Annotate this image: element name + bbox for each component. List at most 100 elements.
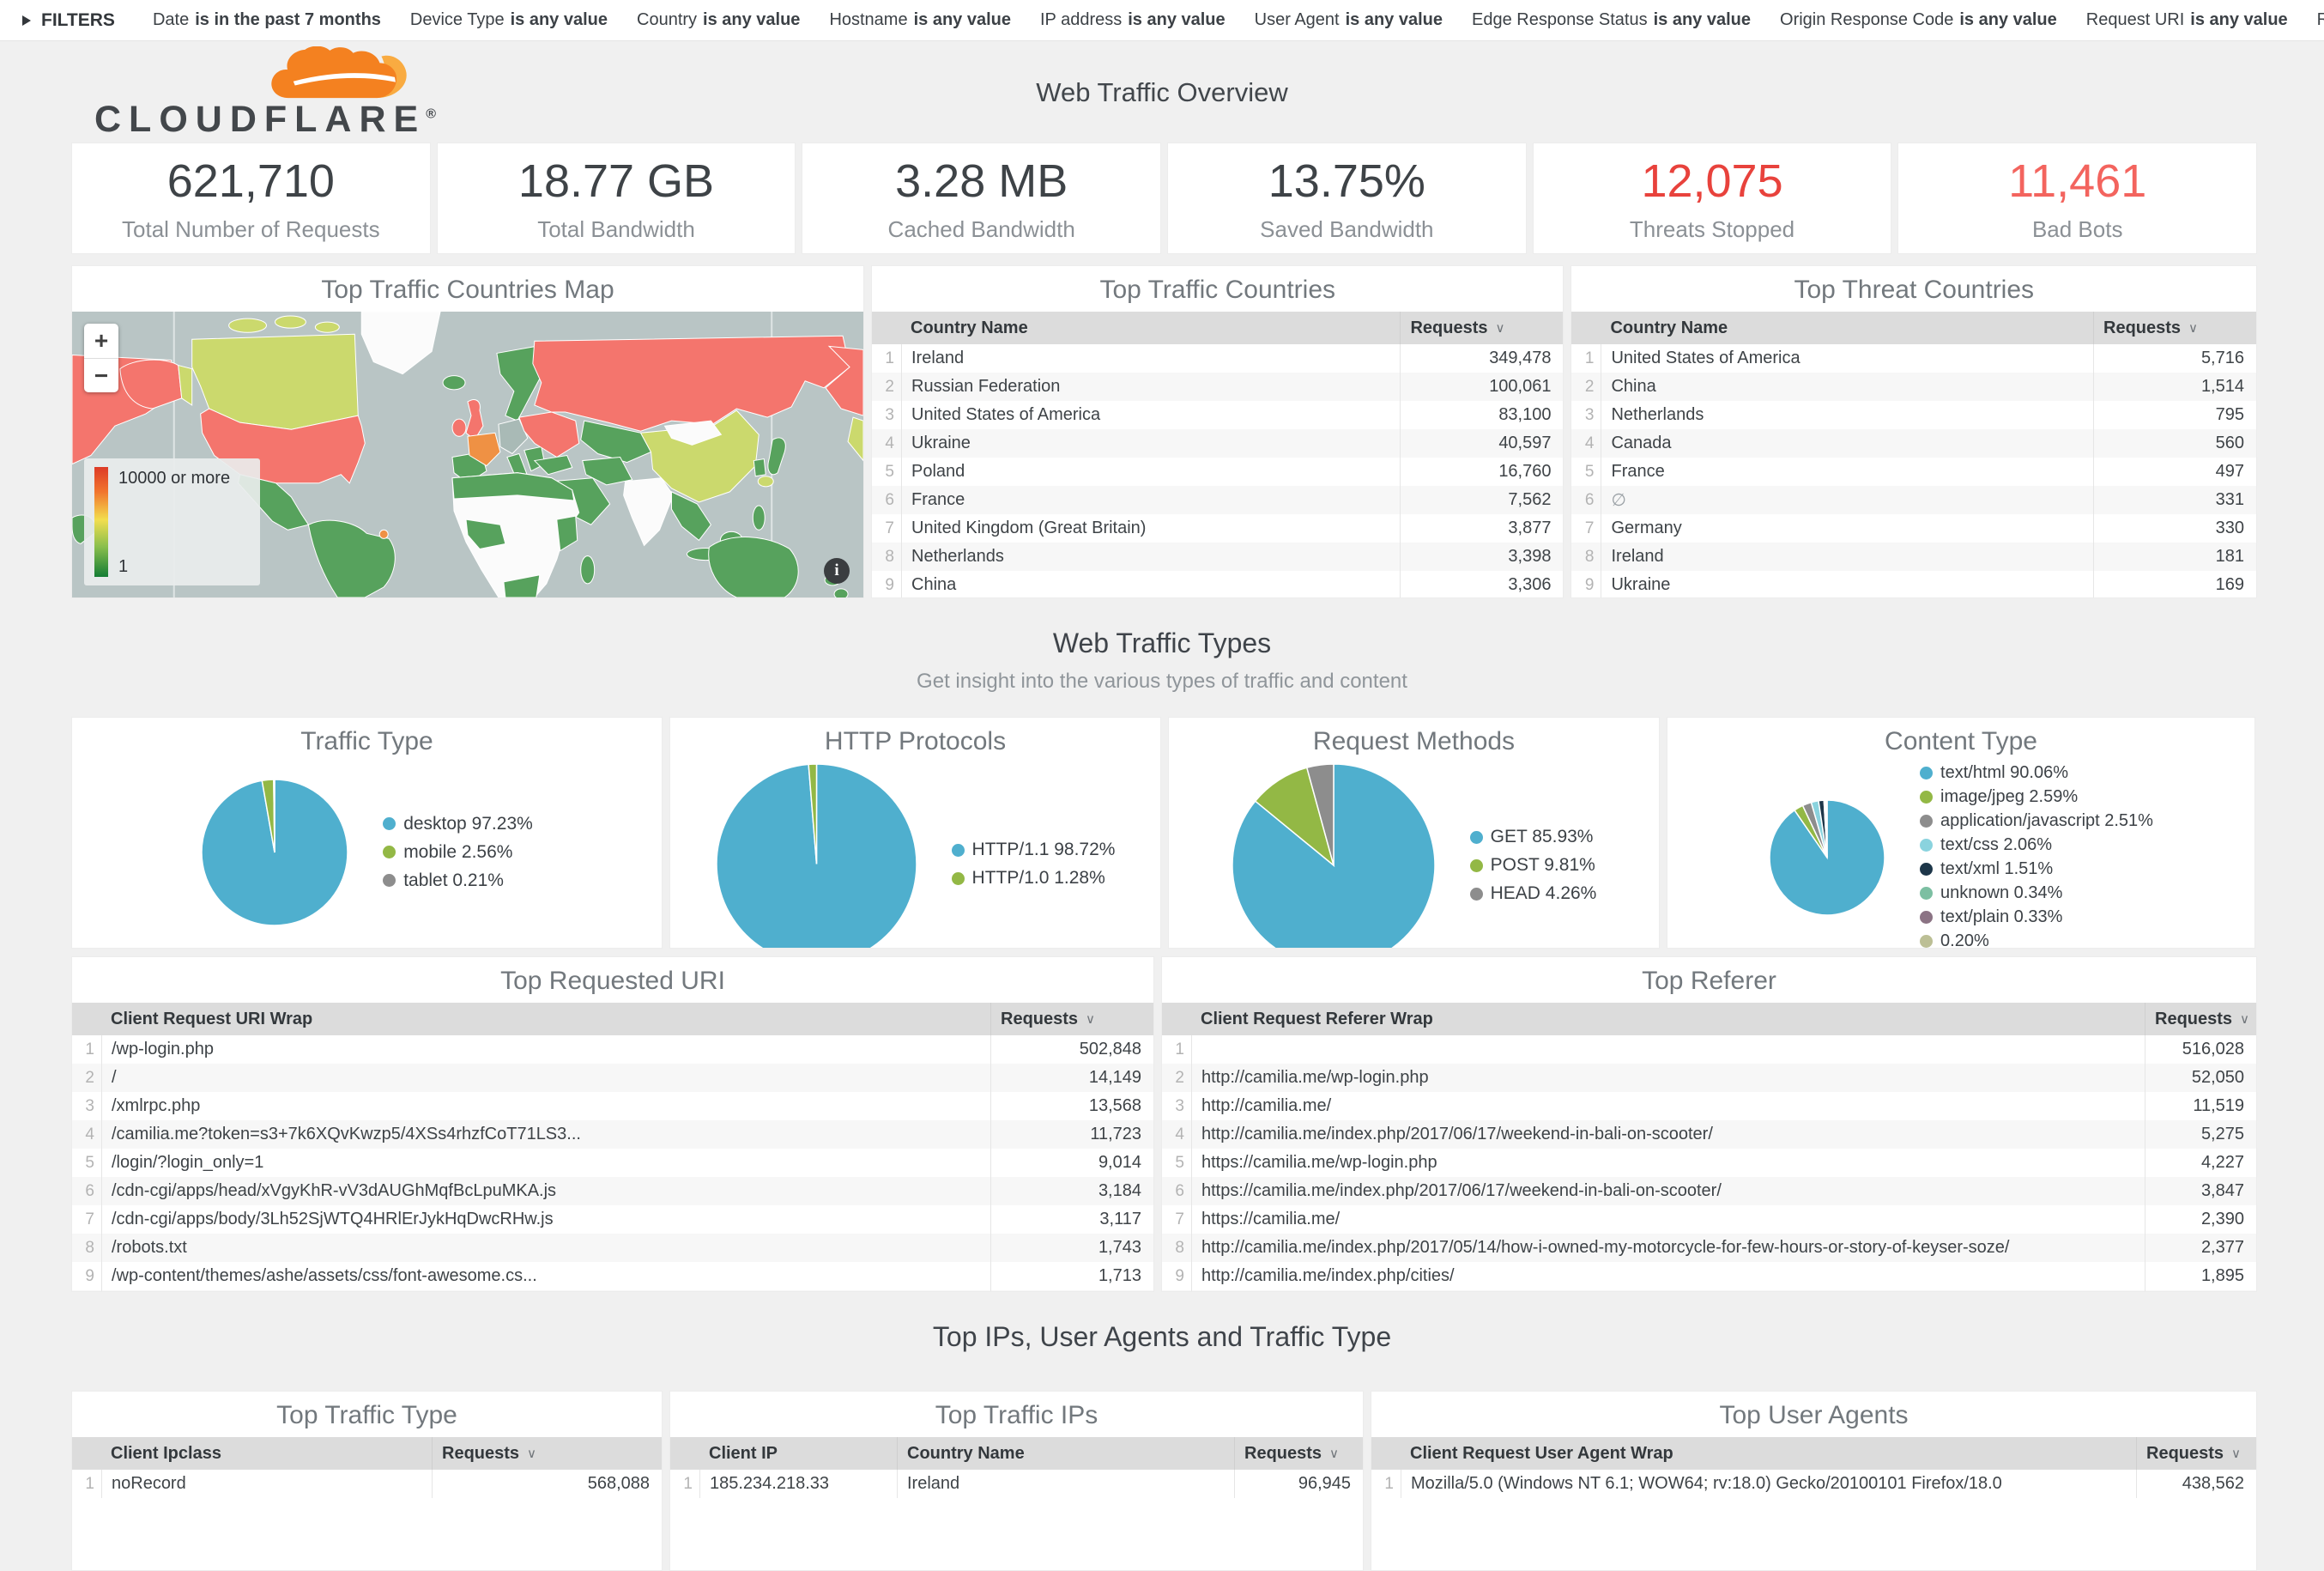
table-row[interactable]: 9 Ukraine 169 (1571, 571, 2256, 597)
table-row[interactable]: 2 Russian Federation 100,061 (872, 373, 1564, 401)
filter-field-label: Country (637, 10, 698, 29)
table-row[interactable]: 3 United States of America 83,100 (872, 401, 1563, 429)
filter-item[interactable]: Hostname is any value (829, 10, 1011, 30)
table-row[interactable]: 8/robots.txt 1,743 (72, 1234, 1153, 1262)
filter-item[interactable]: RayIDis any value (2317, 10, 2324, 30)
table-row[interactable]: 8 Ireland 181 (1571, 543, 2256, 571)
table-row[interactable]: 1 516,028 (1162, 1035, 2256, 1064)
column-header-requests[interactable]: Requests ∨ (2145, 1003, 2256, 1035)
table-row[interactable]: 6 ∅ 331 (1571, 486, 2256, 514)
map-zoom-in-button[interactable]: + (94, 327, 109, 354)
table-row[interactable]: 10http://camilia.me/index.php/about/1,47… (1162, 1290, 2256, 1291)
filter-item[interactable]: IP address is any value (1040, 10, 1226, 30)
table-row[interactable]: 6 France 7,562 (872, 486, 1564, 514)
table-row[interactable]: 1 United States of America 5,716 (1571, 344, 2256, 373)
row-rank: 7 (85, 1210, 94, 1228)
legend-swatch (951, 871, 965, 885)
filter-item[interactable]: Edge Response Status is any value (1472, 10, 1751, 30)
filter-item[interactable]: Request URI is any value (2086, 10, 2288, 30)
cell: China (1601, 373, 2093, 401)
filter-item[interactable]: Origin Response Code is any value (1780, 10, 2057, 30)
table-row[interactable]: 7 https://camilia.me/2,390 (1162, 1205, 2256, 1234)
table-row[interactable]: 4 Canada 560 (1571, 429, 2256, 458)
filters-toggle[interactable]: FILTERS (22, 10, 115, 31)
filter-item[interactable]: Device Type is any value (410, 10, 608, 30)
filter-item[interactable]: Country is any value (637, 10, 800, 30)
table-row[interactable]: 5 https://camilia.me/wp-login.php 4,227 (1162, 1149, 2256, 1177)
column-header-requests[interactable]: Requests ∨ (1400, 312, 1563, 344)
cell: 1,743 (990, 1234, 1153, 1262)
table-row[interactable]: 10/wp-content/themes/ashe/style.css?ver=… (72, 1290, 1153, 1291)
table-row[interactable]: 7 United Kingdom (Great Britain) 3,877 (872, 514, 1563, 543)
table-row[interactable]: 4 Ukraine 40,597 (872, 429, 1564, 458)
legend-item[interactable]: text/plain 0.33% (1920, 907, 2153, 927)
table-row[interactable]: 3 http://camilia.me/11,519 (1162, 1092, 2256, 1120)
column-header-requests[interactable]: Requests ∨ (2136, 1437, 2256, 1470)
legend-item[interactable]: HEAD 4.26% (1469, 883, 1596, 904)
uri-tables-row: Top Requested URI Client Request URI Wrap… (71, 956, 2257, 1292)
table-row[interactable]: 1 noRecord 568,088 (72, 1470, 662, 1498)
cell: 11,723 (990, 1120, 1153, 1149)
kpi-label: Total Bandwidth (537, 215, 695, 242)
legend-item[interactable]: GET 85.93% (1469, 827, 1597, 847)
table-row[interactable]: 7 Germany 330 (1571, 514, 2256, 543)
legend-item[interactable]: HTTP/1.0 1.28% (951, 868, 1116, 889)
legend-item[interactable]: image/jpeg 2.59% (1920, 787, 2153, 807)
table-row[interactable]: 9/wp-content/themes/ashe/assets/css/font… (72, 1262, 1153, 1290)
request-methods-pie-chart[interactable] (1231, 763, 1436, 949)
table-row[interactable]: 9 http://camilia.me/index.php/cities/1,89… (1162, 1262, 2256, 1290)
table-row[interactable]: 6 https://camilia.me/index.php/2017/06/17… (1162, 1177, 2256, 1205)
map-info-icon[interactable]: i (824, 558, 850, 584)
table-row[interactable]: 2 China 1,514 (1571, 373, 2256, 401)
table-row[interactable]: 4 http://camilia.me/index.php/2017/06/17/… (1162, 1120, 2256, 1149)
legend-item[interactable]: 0.20% (1920, 931, 2153, 948)
table-row[interactable]: 9 China 3,306 (872, 571, 1563, 597)
legend-label: image/jpeg 2.59% (1940, 787, 2079, 806)
column-header-requests[interactable]: Requests ∨ (432, 1437, 662, 1470)
filter-condition-label: is any value (1345, 10, 1443, 29)
table-row[interactable]: 5 France 497 (1571, 458, 2256, 486)
map-zoom-out-button[interactable]: − (84, 358, 118, 392)
legend-item[interactable]: text/css 2.06% (1920, 835, 2153, 855)
table-row[interactable]: 6/cdn-cgi/apps/head/xVgyKhR-vV3dAUGhMqfB… (72, 1177, 1153, 1205)
table-header-row: Client IP Country Name Requests ∨ (670, 1437, 1363, 1470)
row-rank: 1 (85, 1040, 94, 1058)
legend-item[interactable]: POST 9.81% (1469, 855, 1597, 876)
legend-item[interactable]: mobile 2.56% (383, 842, 533, 863)
table-row[interactable]: 1 185.234.218.33 Ireland 96,945 (670, 1470, 1363, 1498)
table-row[interactable]: 3/xmlrpc.php 13,568 (72, 1092, 1153, 1120)
top-threat-countries-panel: Top Threat Countries Country Name Requests… (1571, 265, 2257, 598)
table-row[interactable]: 2 /14,149 (72, 1064, 1153, 1092)
traffic-type-pie-chart[interactable] (201, 778, 348, 926)
column-header-requests[interactable]: Requests ∨ (990, 1003, 1153, 1035)
table-row[interactable]: 3 Netherlands 795 (1571, 401, 2256, 429)
table-row[interactable]: 1 Ireland 349,478 (872, 344, 1563, 373)
panel-title: Top Traffic IPs (935, 1401, 1098, 1429)
expand-arrow-icon (22, 15, 31, 26)
table-row[interactable]: 5/login/?login_only=1 9,014 (72, 1149, 1153, 1177)
page-title: Web Traffic Overview (1036, 77, 1288, 107)
http-protocols-pie-chart[interactable] (715, 763, 917, 949)
table-row[interactable]: 8 http://camilia.me/index.php/2017/05/14/… (1162, 1234, 2256, 1262)
legend-item[interactable]: text/xml 1.51% (1920, 859, 2153, 879)
table-row[interactable]: 1/wp-login.php 502,848 (72, 1035, 1153, 1064)
legend-item[interactable]: unknown 0.34% (1920, 883, 2153, 903)
column-header-requests[interactable]: Requests ∨ (1234, 1437, 1363, 1470)
legend-item[interactable]: application/javascript 2.51% (1920, 811, 2153, 831)
legend-item[interactable]: HTTP/1.1 98.72% (951, 840, 1115, 860)
column-header-requests[interactable]: Requests ∨ (2093, 312, 2256, 344)
filter-item[interactable]: User Agent is any value (1255, 10, 1443, 30)
legend-swatch (1920, 839, 1934, 852)
table-row[interactable]: 5 Poland 16,760 (872, 458, 1563, 486)
table-row[interactable]: 1 Mozilla/5.0 (Windows NT 6.1; WOW64; rv:… (1371, 1470, 2256, 1498)
table-row[interactable]: 4/camilia.me?token=s3+7k6XQvKwzp5/4XSs4r… (72, 1120, 1153, 1149)
table-row[interactable]: 8 Netherlands 3,398 (872, 543, 1564, 571)
legend-item[interactable]: desktop 97.23% (383, 814, 533, 834)
legend-item[interactable]: tablet 0.21% (383, 870, 533, 891)
rank-column-header (872, 312, 901, 344)
table-row[interactable]: 7/cdn-cgi/apps/body/3Lh52SjWTQ4HRlErJykH… (72, 1205, 1153, 1234)
content-type-pie-chart[interactable] (1769, 798, 1885, 916)
table-row[interactable]: 2 http://camilia.me/wp-login.php 52,050 (1162, 1064, 2256, 1092)
legend-item[interactable]: text/html 90.06% (1920, 763, 2153, 783)
filter-item[interactable]: Date is in the past 7 months (153, 10, 381, 30)
